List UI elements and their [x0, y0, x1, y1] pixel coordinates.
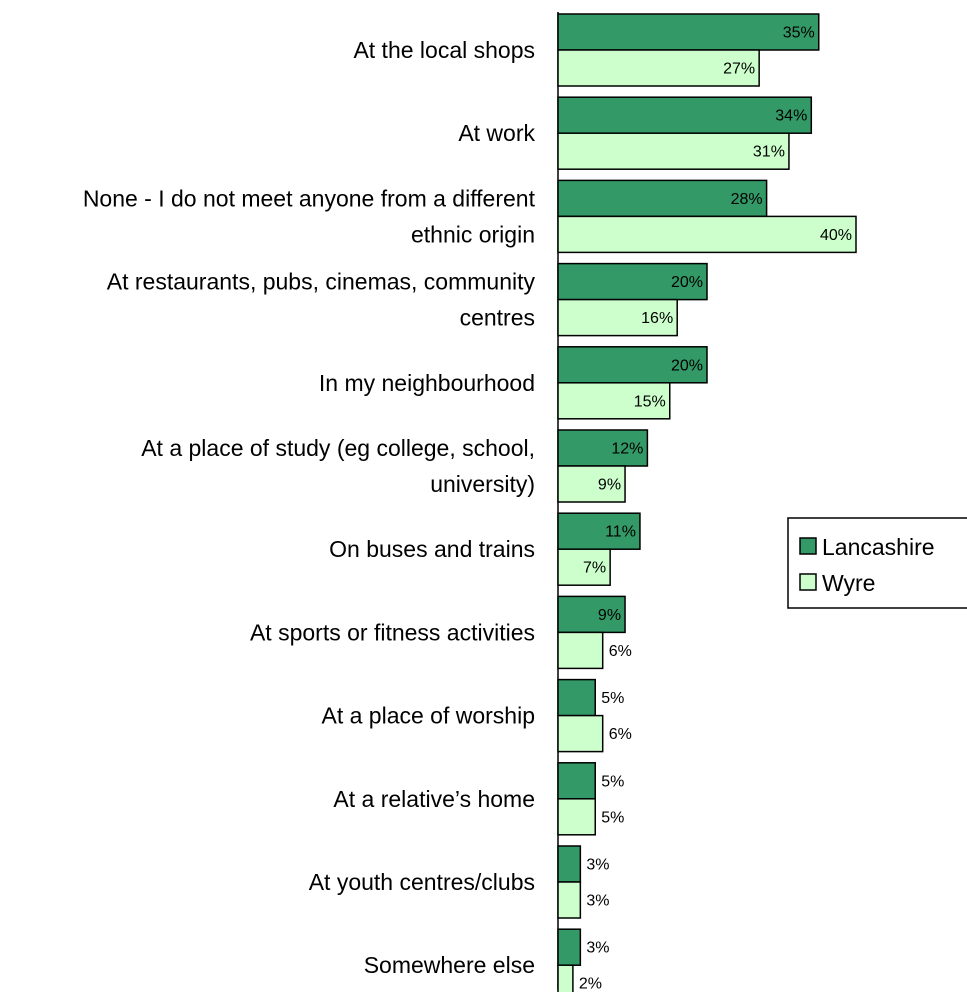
bar-lancashire-7 — [557, 595, 626, 634]
value-label-lancashire-2: 28% — [731, 191, 763, 208]
value-label-wyre-2: 40% — [820, 227, 852, 244]
category-label-3: At restaurants, pubs, cinemas, community… — [107, 269, 536, 331]
legend: Lancashire Wyre — [787, 517, 967, 609]
value-label-wyre-0: 27% — [723, 61, 755, 78]
bar-lancashire-4 — [557, 346, 708, 384]
bar-wyre-5 — [557, 465, 626, 503]
category-labels-group: At the local shops At work None - I do not… — [83, 37, 536, 978]
bars-group: 35% 27% 34% 31% 28% 40% 20% 16% 20% 15% 12% 9% 11% 7%… — [557, 12, 857, 992]
value-label-lancashire-5: 12% — [611, 441, 643, 458]
legend-box — [787, 517, 967, 609]
category-label-line: At restaurants, pubs, cinemas, community — [107, 269, 536, 295]
value-label-lancashire-6: 11% — [605, 524, 636, 541]
category-label-8: At a place of worship — [321, 703, 535, 729]
value-label-wyre-4: 15% — [634, 393, 666, 410]
bar-wyre-10 — [557, 881, 582, 919]
category-label-line: At work — [458, 120, 535, 146]
bar-wyre-4 — [557, 382, 671, 420]
category-label-line: ethnic origin — [411, 221, 535, 247]
value-label-lancashire-1: 34% — [775, 108, 807, 125]
bar-wyre-3 — [557, 298, 678, 337]
value-label-wyre-11: 2% — [579, 976, 602, 992]
bar-wyre-8 — [557, 714, 604, 753]
value-label-wyre-3: 16% — [641, 310, 673, 327]
category-label-11: Somewhere else — [364, 952, 535, 978]
category-label-1: At work — [458, 120, 535, 146]
category-label-line: university) — [430, 471, 535, 497]
value-label-wyre-10: 3% — [586, 893, 609, 910]
category-label-line: At a relative’s home — [333, 786, 535, 812]
category-label-10: At youth centres/clubs — [309, 869, 535, 895]
category-label-0: At the local shops — [353, 37, 535, 63]
value-label-lancashire-11: 3% — [586, 940, 609, 957]
bar-lancashire-6 — [557, 512, 641, 550]
bar-lancashire-8 — [557, 678, 596, 717]
value-label-lancashire-10: 3% — [586, 857, 609, 874]
category-label-6: On buses and trains — [329, 536, 535, 562]
category-label-line: On buses and trains — [329, 536, 535, 562]
bar-lancashire-0 — [557, 13, 820, 51]
bar-wyre-6 — [557, 548, 611, 586]
value-label-wyre-1: 31% — [753, 144, 785, 161]
category-label-7: At sports or fitness activities — [250, 619, 535, 645]
value-label-lancashire-7: 9% — [598, 607, 621, 624]
value-label-lancashire-9: 5% — [601, 773, 624, 790]
bar-lancashire-10 — [557, 845, 582, 883]
value-label-wyre-9: 5% — [601, 809, 624, 826]
bar-wyre-9 — [557, 798, 596, 836]
bar-wyre-11 — [557, 964, 574, 992]
category-label-line: At a place of study (eg college, school, — [141, 435, 535, 461]
category-label-2: None - I do not meet anyone from a diffe… — [83, 185, 536, 247]
category-label-line: Somewhere else — [364, 952, 535, 978]
legend-swatch-lancashire — [799, 537, 817, 555]
value-label-wyre-7: 6% — [609, 643, 632, 660]
category-label-line: At the local shops — [353, 37, 535, 63]
bar-lancashire-5 — [557, 429, 649, 467]
legend-swatch-wyre — [799, 573, 817, 591]
bar-wyre-1 — [557, 132, 790, 170]
value-label-wyre-5: 9% — [598, 477, 621, 494]
bar-lancashire-1 — [557, 96, 813, 134]
bar-wyre-7 — [557, 631, 604, 670]
legend-label-lancashire: Lancashire — [822, 534, 935, 560]
category-label-line: At sports or fitness activities — [250, 619, 535, 645]
bar-lancashire-9 — [557, 762, 596, 800]
value-label-wyre-6: 7% — [583, 560, 606, 577]
value-label-lancashire-4: 20% — [671, 357, 703, 374]
category-label-line: centres — [460, 305, 535, 331]
category-label-9: At a relative’s home — [333, 786, 535, 812]
value-label-lancashire-0: 35% — [783, 25, 815, 42]
category-label-line: At a place of worship — [321, 703, 535, 729]
category-label-line: In my neighbourhood — [319, 370, 535, 396]
bar-lancashire-11 — [557, 928, 582, 966]
value-label-lancashire-3: 20% — [671, 274, 703, 291]
category-label-line: None - I do not meet anyone from a diffe… — [83, 185, 536, 211]
value-label-lancashire-8: 5% — [601, 690, 624, 707]
value-label-wyre-8: 6% — [609, 726, 632, 743]
category-label-5: At a place of study (eg college, school,… — [141, 435, 535, 497]
bar-wyre-2 — [557, 215, 857, 254]
bar-wyre-0 — [557, 49, 760, 87]
category-label-4: In my neighbourhood — [319, 370, 535, 396]
legend-label-wyre: Wyre — [822, 570, 875, 596]
category-label-line: At youth centres/clubs — [309, 869, 535, 895]
